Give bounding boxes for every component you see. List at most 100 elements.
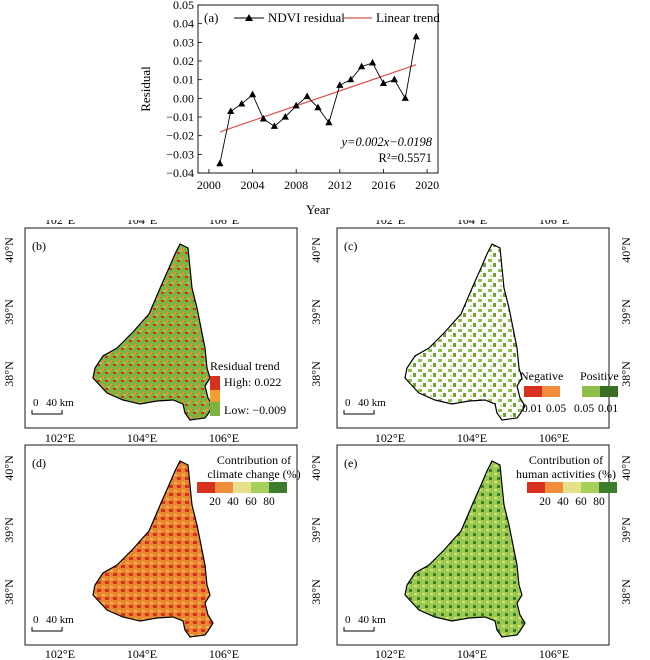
data-point-marker (227, 107, 235, 114)
lat-label: 39°N (309, 517, 323, 543)
lat-label: 38°N (309, 361, 323, 387)
gradient-bottom-b (210, 402, 220, 416)
lon-label: 102°E (45, 220, 75, 227)
data-point-marker (336, 81, 344, 88)
x-tick-label: 2004 (241, 178, 265, 192)
data-point-marker (259, 114, 268, 122)
tick-c-1: 0.01 (522, 403, 542, 415)
data-point-marker (314, 103, 322, 111)
scale-text-d: 40 km (46, 614, 74, 626)
data-point-marker (303, 92, 311, 100)
lon-label: 102°E (375, 647, 405, 660)
y-tick-label: 0.03 (173, 35, 194, 49)
scale-text-c: 40 km (358, 397, 386, 409)
panel-label-a: (a) (204, 10, 218, 25)
scale-zero-d: 0 (33, 614, 39, 626)
swatch-neg-light (542, 386, 560, 397)
region-map-b (92, 243, 214, 421)
region-map-d (92, 460, 214, 638)
trend-equation: y=0.002x−0.0198 (340, 135, 433, 149)
lon-label: 106°E (209, 647, 239, 660)
y-axis-label: Residual (138, 66, 153, 112)
data-point-marker (390, 75, 398, 83)
legend-title-d-1: Contribution of (217, 453, 291, 467)
tick-d-2: 40 (227, 496, 239, 508)
legend-low-b: Low: −0.009 (224, 403, 286, 417)
swatch-pos-light (582, 386, 600, 397)
y-tick-label: −0.02 (166, 129, 194, 143)
lat-label: 39°N (309, 299, 323, 325)
data-point-marker (347, 75, 355, 83)
lon-label: 106°E (209, 431, 239, 445)
legend-title-e-1: Contribution of (529, 453, 603, 467)
tick-d-1: 20 (209, 496, 221, 508)
legend-high-b: High: 0.022 (224, 375, 281, 389)
tick-c-4: 0.01 (598, 403, 618, 415)
legend-negative-c: Negative (520, 369, 563, 383)
data-point-marker (292, 101, 300, 109)
x-tick-label: 2020 (415, 178, 439, 192)
ramp-swatch (269, 482, 287, 493)
scale-bar-c (343, 410, 375, 415)
data-point-marker (248, 90, 257, 98)
tick-e-4: 80 (593, 496, 605, 508)
trend-line (219, 64, 417, 133)
tick-c-3: 0.05 (574, 403, 594, 415)
lat-label: 40°N (2, 237, 16, 263)
lon-label: 106°E (539, 431, 569, 445)
scale-text-b: 40 km (46, 397, 74, 409)
y-tick-label: 0.05 (173, 0, 194, 12)
y-tick-label: 0.00 (173, 91, 194, 105)
lon-label: 106°E (539, 647, 569, 660)
lat-label: 38°N (309, 579, 323, 605)
legend-title-e-2: human activities (%) (516, 467, 616, 481)
lat-label: 39°N (619, 299, 633, 325)
lon-label: 102°E (375, 431, 405, 445)
lat-label: 40°N (2, 455, 16, 481)
y-tick-label: 0.02 (173, 54, 194, 68)
lon-label: 104°E (127, 431, 157, 445)
tick-d-3: 60 (245, 496, 257, 508)
map-panel-d: (d) Contribution of climate change (%) 2… (24, 444, 301, 646)
ramp-swatch (233, 482, 251, 493)
map-panel-e: (e) Contribution of human activities (%)… (336, 444, 617, 646)
y-tick-label: 0.01 (173, 73, 194, 87)
panel-label-b: (b) (32, 239, 46, 253)
lon-label: 104°E (457, 647, 487, 660)
legend-title-d-2: climate change (%) (207, 467, 300, 481)
y-tick-label: −0.03 (166, 147, 194, 161)
lon-label: 106°E (209, 220, 239, 227)
data-point-marker (270, 122, 278, 129)
scale-bar-d (31, 627, 63, 632)
lon-label: 106°E (539, 220, 569, 227)
region-map-e (404, 460, 526, 638)
data-point-marker (325, 118, 333, 126)
ramp-swatch (197, 482, 215, 493)
residual-line-chart: −0.04 −0.03 −0.02 −0.01 0.00 0.01 0.02 0.03 0.04… (138, 0, 440, 217)
swatch-neg-dark (524, 386, 542, 397)
lat-label: 38°N (2, 361, 16, 387)
ramp-swatch (215, 482, 233, 493)
y-tick-label: −0.04 (166, 166, 194, 180)
map-panel-c: (c) Negative Positive 0.01 0.05 0.05 0.0… (336, 227, 619, 429)
data-point-marker (412, 32, 420, 40)
lat-label: 40°N (309, 455, 323, 481)
tick-e-1: 20 (539, 496, 551, 508)
scale-text-e: 40 km (358, 614, 386, 626)
lat-label: 38°N (619, 579, 633, 605)
tick-e-3: 60 (575, 496, 587, 508)
data-point-marker (368, 58, 377, 66)
ramp-swatch (527, 482, 545, 493)
scale-bar-e (343, 627, 375, 632)
swatch-pos-dark (600, 386, 618, 397)
tick-e-2: 40 (557, 496, 569, 508)
legend-ramp-d (197, 482, 287, 493)
lon-label: 104°E (457, 431, 487, 445)
lat-label: 40°N (619, 455, 633, 481)
panel-label-c: (c) (344, 239, 357, 253)
lon-label: 104°E (127, 647, 157, 660)
scale-zero-c: 0 (345, 397, 351, 409)
lat-label: 39°N (2, 299, 16, 325)
y-tick-label: −0.01 (166, 110, 194, 124)
data-point-marker (216, 159, 224, 167)
